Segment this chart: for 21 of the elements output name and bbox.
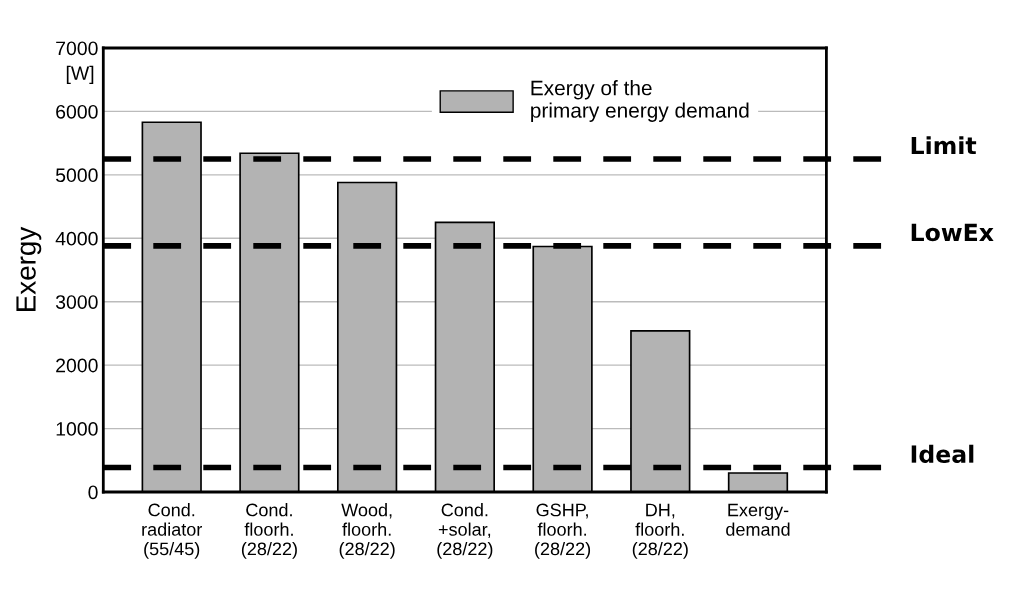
legend-label: Exergy of the primary energy demand (531, 80, 749, 122)
x-tick-label: Wood, floorh. (28/22) (339, 503, 395, 559)
x-tick-label: Cond. floorh. (28/22) (241, 503, 297, 559)
y-tick-label: 6000 (56, 104, 98, 119)
y-tick-label: 0 (88, 485, 98, 500)
y-tick-label: 7000 (56, 41, 98, 56)
x-tick-label: GSHP, floorh. (28/22) (535, 503, 591, 559)
y-tick-label: 5000 (55, 168, 98, 183)
x-tick-label: Cond. radiator (55/45) (142, 503, 203, 559)
y-tick-label: 2000 (56, 358, 98, 373)
y-tick-label: 4000 (55, 231, 98, 246)
ref-line-label: Ideal (911, 444, 974, 464)
text: [W] (66, 65, 94, 84)
ref-line-label: LowEx (911, 223, 994, 242)
x-tick-label: DH, floorh. (28/22) (632, 503, 688, 559)
x-tick-label: Cond. +solar, (28/22) (437, 503, 493, 559)
y-tick-label: 3000 (55, 295, 98, 309)
ref-line-label: Limit (911, 136, 977, 155)
y-axis-title: Exergy (16, 226, 42, 311)
x-tick-label: Exergy- demand (726, 503, 790, 536)
y-tick-label: 1000 (56, 422, 98, 436)
